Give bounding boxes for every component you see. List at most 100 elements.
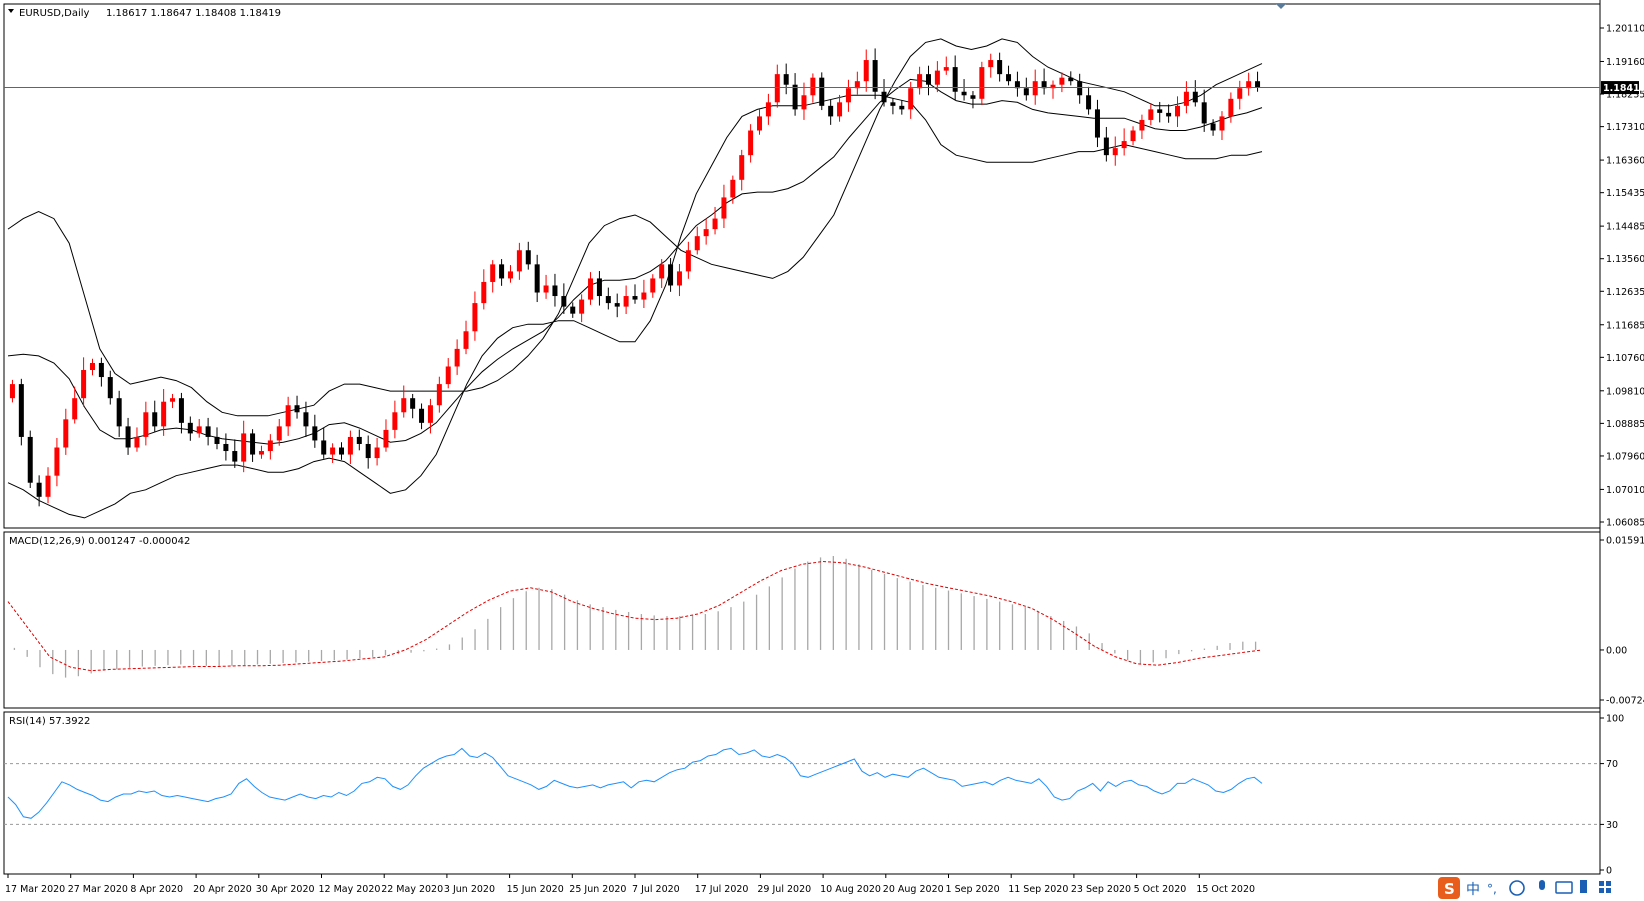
time-tick-label: 15 Oct 2020	[1196, 884, 1255, 895]
candle-body	[641, 292, 647, 300]
keyboard-icon[interactable]	[1555, 881, 1573, 894]
candle-body	[1148, 109, 1154, 120]
candle-body	[783, 74, 789, 85]
chart-shift-marker-icon[interactable]	[1276, 4, 1286, 9]
candle-body	[997, 60, 1003, 75]
candle-body	[943, 67, 949, 71]
candle-body	[525, 250, 531, 265]
candle-body	[570, 306, 576, 314]
candle-body	[1041, 81, 1047, 89]
candle-body	[1255, 81, 1261, 88]
rsi-line	[7, 747, 1263, 819]
microphone-icon[interactable]	[1539, 880, 1545, 890]
rsi-pane[interactable]	[3, 711, 1601, 875]
current-price-label: 1.18419	[1603, 83, 1644, 94]
candle-body	[552, 285, 558, 297]
candle-body	[1077, 81, 1083, 96]
candle-body	[1094, 109, 1100, 138]
candle-body	[694, 236, 700, 251]
candle-body	[472, 303, 478, 332]
candle-body	[988, 60, 994, 68]
candle-body	[739, 155, 745, 180]
time-tick-label: 17 Mar 2020	[5, 884, 65, 895]
ime-punctuation[interactable]: °,	[1487, 882, 1497, 896]
dropdown-arrow-icon[interactable]	[8, 9, 14, 13]
candle-body	[872, 60, 878, 92]
candle-body	[676, 271, 682, 286]
time-axis: 17 Mar 2020 27 Mar 2020 8 Apr 2020 20 Apr 2…	[5, 874, 1255, 895]
candle-body	[9, 384, 15, 399]
time-tick-label: 23 Sep 2020	[1071, 884, 1131, 895]
candle-body	[445, 366, 451, 385]
rsi-tick-label: 100	[1606, 714, 1624, 725]
sogou-logo-icon[interactable]	[1438, 877, 1460, 899]
candle-body	[330, 447, 336, 455]
price-tick-label: 1.07010	[1606, 485, 1644, 496]
candle-body	[294, 405, 300, 413]
candle-body	[89, 362, 95, 371]
candle-body	[1112, 148, 1118, 156]
candle-body	[650, 278, 656, 293]
symbol-title: EURUSD,Daily	[19, 8, 90, 19]
candle-body	[392, 412, 398, 430]
candle-body	[1157, 109, 1163, 113]
candle-body	[463, 331, 469, 349]
candle-body	[285, 405, 291, 427]
candle-body	[1246, 81, 1252, 89]
price-tick-label: 1.17310	[1606, 122, 1644, 133]
ime-chinese-mode[interactable]: 中	[1466, 882, 1480, 898]
candle-body	[27, 436, 33, 483]
candle-body	[659, 264, 665, 279]
candle-body	[1183, 91, 1189, 106]
candle-body	[36, 482, 42, 497]
time-tick-label: 15 Jun 2020	[507, 884, 564, 895]
time-tick-label: 29 Jul 2020	[757, 884, 811, 895]
candle-body	[63, 419, 69, 448]
toolbox-grid-icon[interactable]	[1599, 881, 1604, 886]
candle-body	[979, 67, 985, 99]
macd-axis-ticks: 0.015917 0.00 -0.007244	[1600, 536, 1644, 707]
candle-body	[899, 105, 905, 110]
rsi-tick-label: 70	[1606, 759, 1618, 770]
candle-body	[632, 296, 638, 300]
candle-body	[1050, 84, 1056, 89]
time-tick-label: 20 Aug 2020	[883, 884, 944, 895]
candle-body	[1166, 112, 1172, 117]
candle-body	[792, 84, 798, 110]
sogou-logo-mark: S	[1444, 880, 1455, 898]
candle-body	[765, 102, 771, 117]
candle-body	[925, 74, 931, 85]
rsi-levels	[4, 763, 1600, 825]
current-price-tag	[1601, 81, 1639, 95]
price-tick-label: 1.19160	[1606, 57, 1644, 68]
candle-body	[845, 88, 851, 103]
candle-body	[543, 285, 549, 293]
ime-toolbar[interactable]: S 中 °,	[1434, 876, 1644, 901]
candle-body	[490, 264, 496, 282]
candle-body	[1068, 77, 1074, 82]
candle-body	[908, 88, 914, 110]
candle-body	[685, 250, 691, 272]
emoji-icon[interactable]	[1509, 880, 1525, 896]
candle-body	[757, 116, 763, 131]
candle-body	[881, 91, 887, 103]
candle-body	[1130, 130, 1136, 142]
candle-body	[401, 398, 407, 413]
candle-body	[45, 475, 51, 497]
candle-body	[161, 401, 167, 427]
candle-body	[970, 95, 976, 99]
time-tick-label: 10 Aug 2020	[820, 884, 881, 895]
candle-body	[1237, 88, 1243, 99]
macd-pane[interactable]	[3, 531, 1601, 709]
price-tick-label: 1.07960	[1606, 451, 1644, 462]
candle-body	[205, 426, 211, 437]
skin-icon[interactable]	[1580, 880, 1587, 893]
candle-body	[187, 422, 193, 434]
price-tick-label: 1.13560	[1606, 254, 1644, 265]
candle-body	[952, 67, 958, 92]
bollinger-lower	[7, 94, 1263, 519]
price-tick-label: 1.20110	[1606, 24, 1644, 35]
candle-body	[134, 436, 140, 448]
rsi-path	[7, 747, 1263, 819]
